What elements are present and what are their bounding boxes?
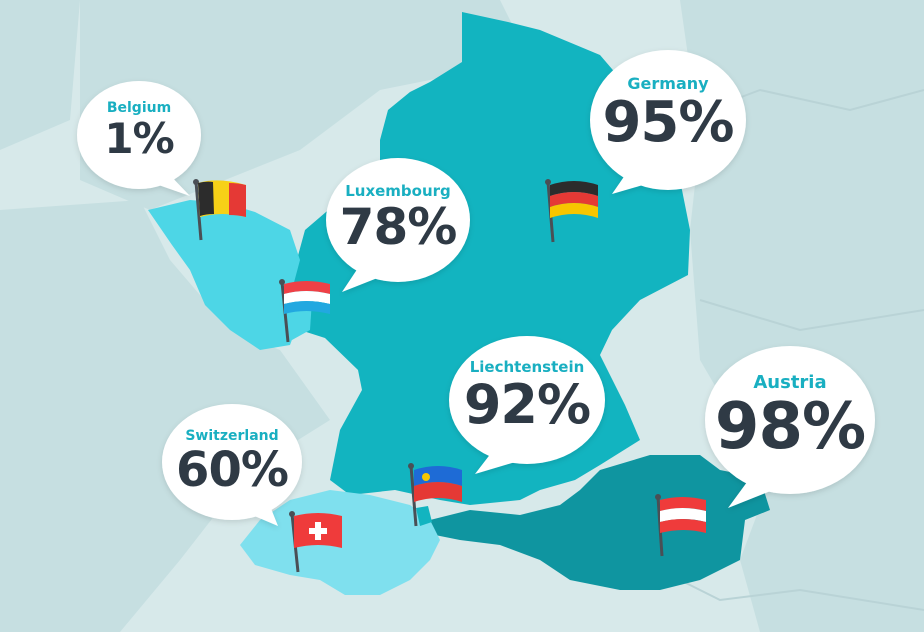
switzerland-flag-icon bbox=[289, 511, 342, 573]
austria-flag-icon bbox=[655, 494, 706, 557]
liechtenstein-flag-icon bbox=[408, 463, 462, 527]
belgium-region[interactable] bbox=[148, 200, 300, 350]
belgium-flag-icon bbox=[193, 179, 246, 241]
liechtenstein-region[interactable] bbox=[416, 506, 432, 526]
belgium-bubble bbox=[77, 81, 201, 196]
luxembourg-bubble bbox=[326, 158, 470, 292]
austria-region[interactable] bbox=[430, 455, 770, 590]
austria-bubble bbox=[705, 346, 875, 508]
liechtenstein-bubble bbox=[449, 336, 605, 474]
germany-bubble bbox=[590, 50, 746, 194]
switzerland-bubble bbox=[162, 404, 302, 526]
germany-flag-icon bbox=[545, 179, 598, 243]
luxembourg-flag-icon bbox=[279, 279, 330, 343]
